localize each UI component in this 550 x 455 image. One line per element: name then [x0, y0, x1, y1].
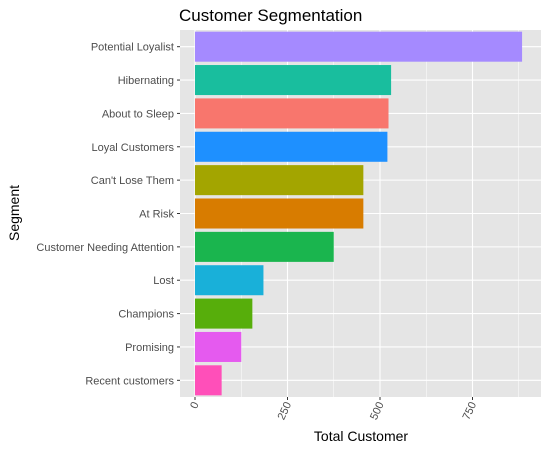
bar — [195, 131, 388, 162]
x-axis-title: Total Customer — [314, 428, 408, 444]
bar — [195, 365, 222, 396]
x-tick-label: 500 — [368, 400, 387, 422]
bar — [195, 298, 253, 329]
x-tick-labels: 0 250 500 750 — [188, 397, 479, 422]
x-tick-label: 0 — [188, 400, 201, 411]
y-tick-label: At Risk — [139, 209, 174, 221]
bar — [195, 31, 523, 62]
bars — [195, 31, 523, 396]
bar — [195, 231, 334, 262]
bar — [195, 265, 264, 296]
x-tick-label: 250 — [276, 400, 295, 422]
y-tick-label: Loyal Customers — [91, 142, 174, 154]
y-tick-labels: Potential Loyalist Hibernating About to Sl… — [36, 42, 180, 387]
x-tick-label: 750 — [461, 400, 480, 422]
y-tick-label: About to Sleep — [102, 108, 174, 120]
y-tick-label: Can't Lose Them — [91, 175, 174, 187]
y-axis-title: Segment — [6, 185, 22, 241]
bar — [195, 65, 392, 96]
y-tick-label: Customer Needing Attention — [36, 242, 174, 254]
bar — [195, 165, 364, 196]
bar — [195, 98, 389, 129]
y-tick-label: Hibernating — [118, 75, 174, 87]
y-tick-label: Promising — [125, 342, 174, 354]
y-tick-label: Lost — [153, 275, 174, 287]
chart-title: Customer Segmentation — [179, 6, 362, 25]
y-tick-label: Champions — [118, 309, 174, 321]
bar — [195, 198, 364, 229]
y-tick-label: Potential Loyalist — [91, 42, 174, 54]
y-tick-label: Recent customers — [85, 375, 174, 387]
bar — [195, 331, 242, 362]
